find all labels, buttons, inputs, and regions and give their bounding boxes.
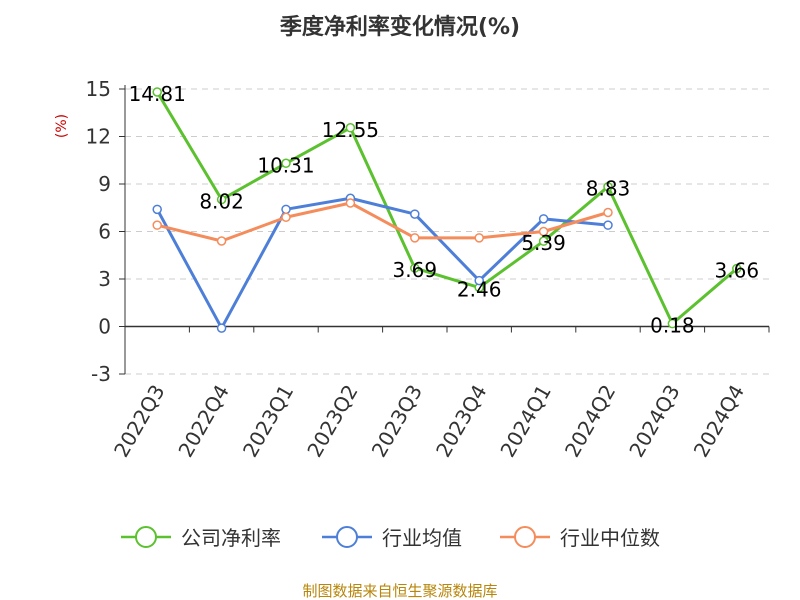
x-tick-label: 2024Q2: [560, 381, 620, 462]
legend: 公司净利率 行业均值 行业中位数: [121, 526, 660, 550]
data-point: [216, 194, 227, 205]
y-tick-label: 3: [98, 267, 111, 291]
data-point: [732, 263, 742, 274]
y-tick-label: -3: [91, 362, 111, 386]
data-label: 8.02: [199, 190, 244, 214]
data-labels: 14.81 8.02 10.31 12.55 3.69 2.46 5.39 8.83 0.18 3…: [129, 82, 759, 338]
x-tick-label: 2023Q2: [302, 381, 362, 462]
data-point: [281, 212, 291, 222]
y-tick-labels: 15 12 9 6 3 0 -3: [86, 77, 111, 386]
data-point: [474, 233, 484, 243]
data-label: 2.46: [457, 278, 502, 302]
x-tick-label: 2024Q1: [495, 381, 555, 462]
source-note: 制图数据来自恒生聚源数据库: [302, 582, 497, 600]
data-label: 12.55: [322, 118, 379, 142]
data-label: 8.83: [586, 177, 631, 201]
data-point: [603, 207, 613, 218]
y-tick-label: 9: [98, 172, 111, 196]
x-tick-label: 2023Q4: [431, 381, 491, 462]
y-tick-label: 12: [86, 125, 111, 149]
y-tick-label: 0: [98, 315, 111, 339]
legend-marker: [514, 526, 536, 548]
data-label: 5.39: [521, 231, 566, 255]
legend-marker: [336, 526, 358, 548]
data-label: 14.81: [129, 82, 186, 106]
data-point: [410, 263, 420, 273]
data-point: [216, 323, 227, 333]
chart-title: 季度净利率变化情况(%): [280, 14, 520, 40]
data-point: [216, 236, 227, 246]
legend-label: 公司净利率: [181, 526, 281, 550]
data-point: [152, 220, 162, 230]
data-point: [410, 233, 420, 243]
x-tick-labels: 2022Q3 2022Q4 2023Q1 2023Q2 2023Q3 2023Q4 2024…: [109, 381, 749, 462]
data-label: 10.31: [257, 153, 314, 177]
data-point: [474, 275, 484, 286]
data-point: [281, 204, 291, 215]
legend-label: 行业均值: [382, 526, 462, 550]
series-line-0: [155, 91, 738, 326]
data-point: [603, 220, 613, 230]
x-tick-label: 2024Q4: [689, 381, 749, 462]
data-label: 3.66: [715, 259, 760, 283]
series-line-1: [155, 196, 609, 330]
data-point: [538, 226, 549, 237]
x-tick-label: 2023Q1: [238, 381, 298, 462]
legend-label: 行业中位数: [560, 526, 660, 550]
x-tick-label: 2022Q3: [109, 381, 169, 462]
legend-marker: [135, 526, 157, 548]
y-tick-label: 15: [86, 77, 111, 101]
series-lines: [152, 87, 742, 333]
data-point: [345, 198, 356, 208]
x-tick-label: 2023Q3: [367, 381, 427, 462]
data-point: [152, 204, 162, 215]
data-label: 0.18: [650, 314, 695, 338]
x-tick-label: 2022Q4: [173, 381, 233, 462]
data-label: 3.69: [393, 258, 438, 282]
data-point: [603, 181, 613, 192]
data-point: [538, 236, 549, 246]
y-axis-unit: (%): [54, 114, 70, 138]
data-point: [538, 214, 549, 224]
data-point: [152, 87, 162, 97]
data-point: [281, 158, 291, 169]
series-line-2: [156, 201, 609, 243]
data-point: [410, 209, 420, 219]
x-tick-label: 2024Q3: [624, 381, 684, 462]
data-point: [667, 318, 678, 329]
axes: [124, 85, 770, 374]
data-point: [345, 123, 356, 133]
y-tick-label: 6: [98, 220, 111, 244]
